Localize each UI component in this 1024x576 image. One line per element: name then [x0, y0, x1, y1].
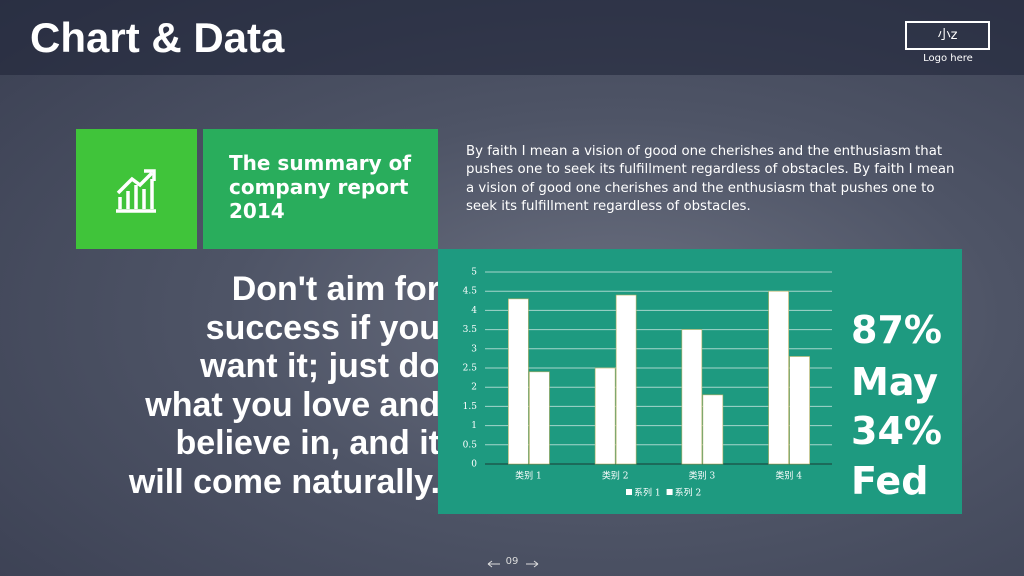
bar	[615, 294, 637, 465]
header-bar	[0, 0, 1024, 75]
y-tick-label: 0	[471, 460, 477, 470]
logo-caption: Logo here	[923, 53, 973, 64]
stat: Fed	[851, 459, 929, 503]
y-tick-label: 2.5	[463, 364, 478, 374]
x-tick-label: 类别 1	[515, 470, 542, 482]
bar	[768, 290, 789, 465]
y-tick-label: 3.5	[463, 325, 478, 335]
summary-title: The summary of company report 2014	[229, 151, 412, 223]
slide-title: Chart & Data	[30, 14, 285, 61]
logo: 小z	[905, 21, 990, 50]
bar	[508, 298, 529, 465]
x-tick-label: 类别 2	[602, 470, 629, 482]
y-tick-label: 4.5	[463, 287, 478, 297]
legend-swatch	[626, 489, 632, 495]
y-tick-label: 4	[471, 306, 477, 316]
summary-text: By faith I mean a vision of good one che…	[466, 144, 955, 215]
y-tick-label: 1.5	[463, 402, 478, 412]
y-tick-label: 5	[471, 268, 477, 278]
bar	[529, 371, 550, 465]
x-tick-label: 类别 3	[689, 470, 716, 482]
y-tick-label: 2	[471, 383, 477, 393]
page-number: 09	[505, 556, 519, 567]
y-tick-label: 1	[471, 421, 477, 431]
bar	[594, 367, 616, 465]
y-tick-label: 3	[471, 344, 477, 354]
legend-label: 系列 2	[675, 487, 702, 499]
bar	[702, 394, 724, 465]
chart: 0 0.5 1 1.5 2 2.5 3 3.5 4 4.5 5 类别 1 类别 2 类别 3 类别 4 系列 …	[463, 268, 832, 499]
chart-panel: 0 0.5 1 1.5 2 2.5 3 3.5 4 4.5 5 类别 1 类别 2 类别 3 类别 4 系列 …	[438, 249, 962, 514]
icon-box	[76, 129, 197, 249]
page-arrows	[487, 560, 539, 568]
bar	[789, 356, 810, 465]
summary-box	[203, 129, 438, 249]
y-tick-label: 0.5	[463, 440, 478, 450]
chart-icon	[116, 169, 156, 213]
legend-swatch	[666, 489, 673, 495]
x-tick-label: 类别 4	[775, 470, 802, 482]
legend-label: 系列 1	[634, 487, 661, 499]
stat: 87%	[851, 308, 942, 352]
bar	[681, 329, 703, 465]
quote: Don't aim for success if you want it; ju…	[128, 270, 440, 501]
stat: 34%	[851, 409, 942, 453]
stat: May	[851, 360, 939, 404]
